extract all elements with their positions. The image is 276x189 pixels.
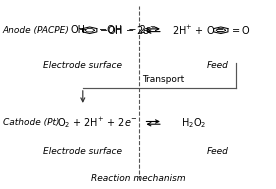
Text: Electrode surface: Electrode surface [43, 61, 122, 70]
Text: Reaction mechanism: Reaction mechanism [91, 174, 185, 183]
Text: Anode (PACPE): Anode (PACPE) [3, 26, 70, 35]
Text: Feed: Feed [207, 61, 229, 70]
Text: Feed: Feed [207, 147, 229, 156]
Text: −: − [79, 25, 87, 35]
Text: Transport: Transport [142, 75, 184, 84]
Text: H$_2$O$_2$: H$_2$O$_2$ [181, 116, 206, 130]
Text: −OH  − 2ε⁻: −OH − 2ε⁻ [99, 25, 157, 35]
Text: O$_2$ + 2H$^{+}$ + 2$e^{-}$: O$_2$ + 2H$^{+}$ + 2$e^{-}$ [57, 115, 137, 130]
Text: $=$O: $=$O [230, 24, 251, 36]
Text: $-$OH $-$ 2$e^{-}$: $-$OH $-$ 2$e^{-}$ [99, 24, 156, 36]
Text: 2H$^{+}$ + O$=$: 2H$^{+}$ + O$=$ [172, 24, 225, 37]
Text: OH: OH [70, 25, 85, 35]
Text: Electrode surface: Electrode surface [43, 147, 122, 156]
Text: Cathode (Pt): Cathode (Pt) [3, 118, 59, 127]
